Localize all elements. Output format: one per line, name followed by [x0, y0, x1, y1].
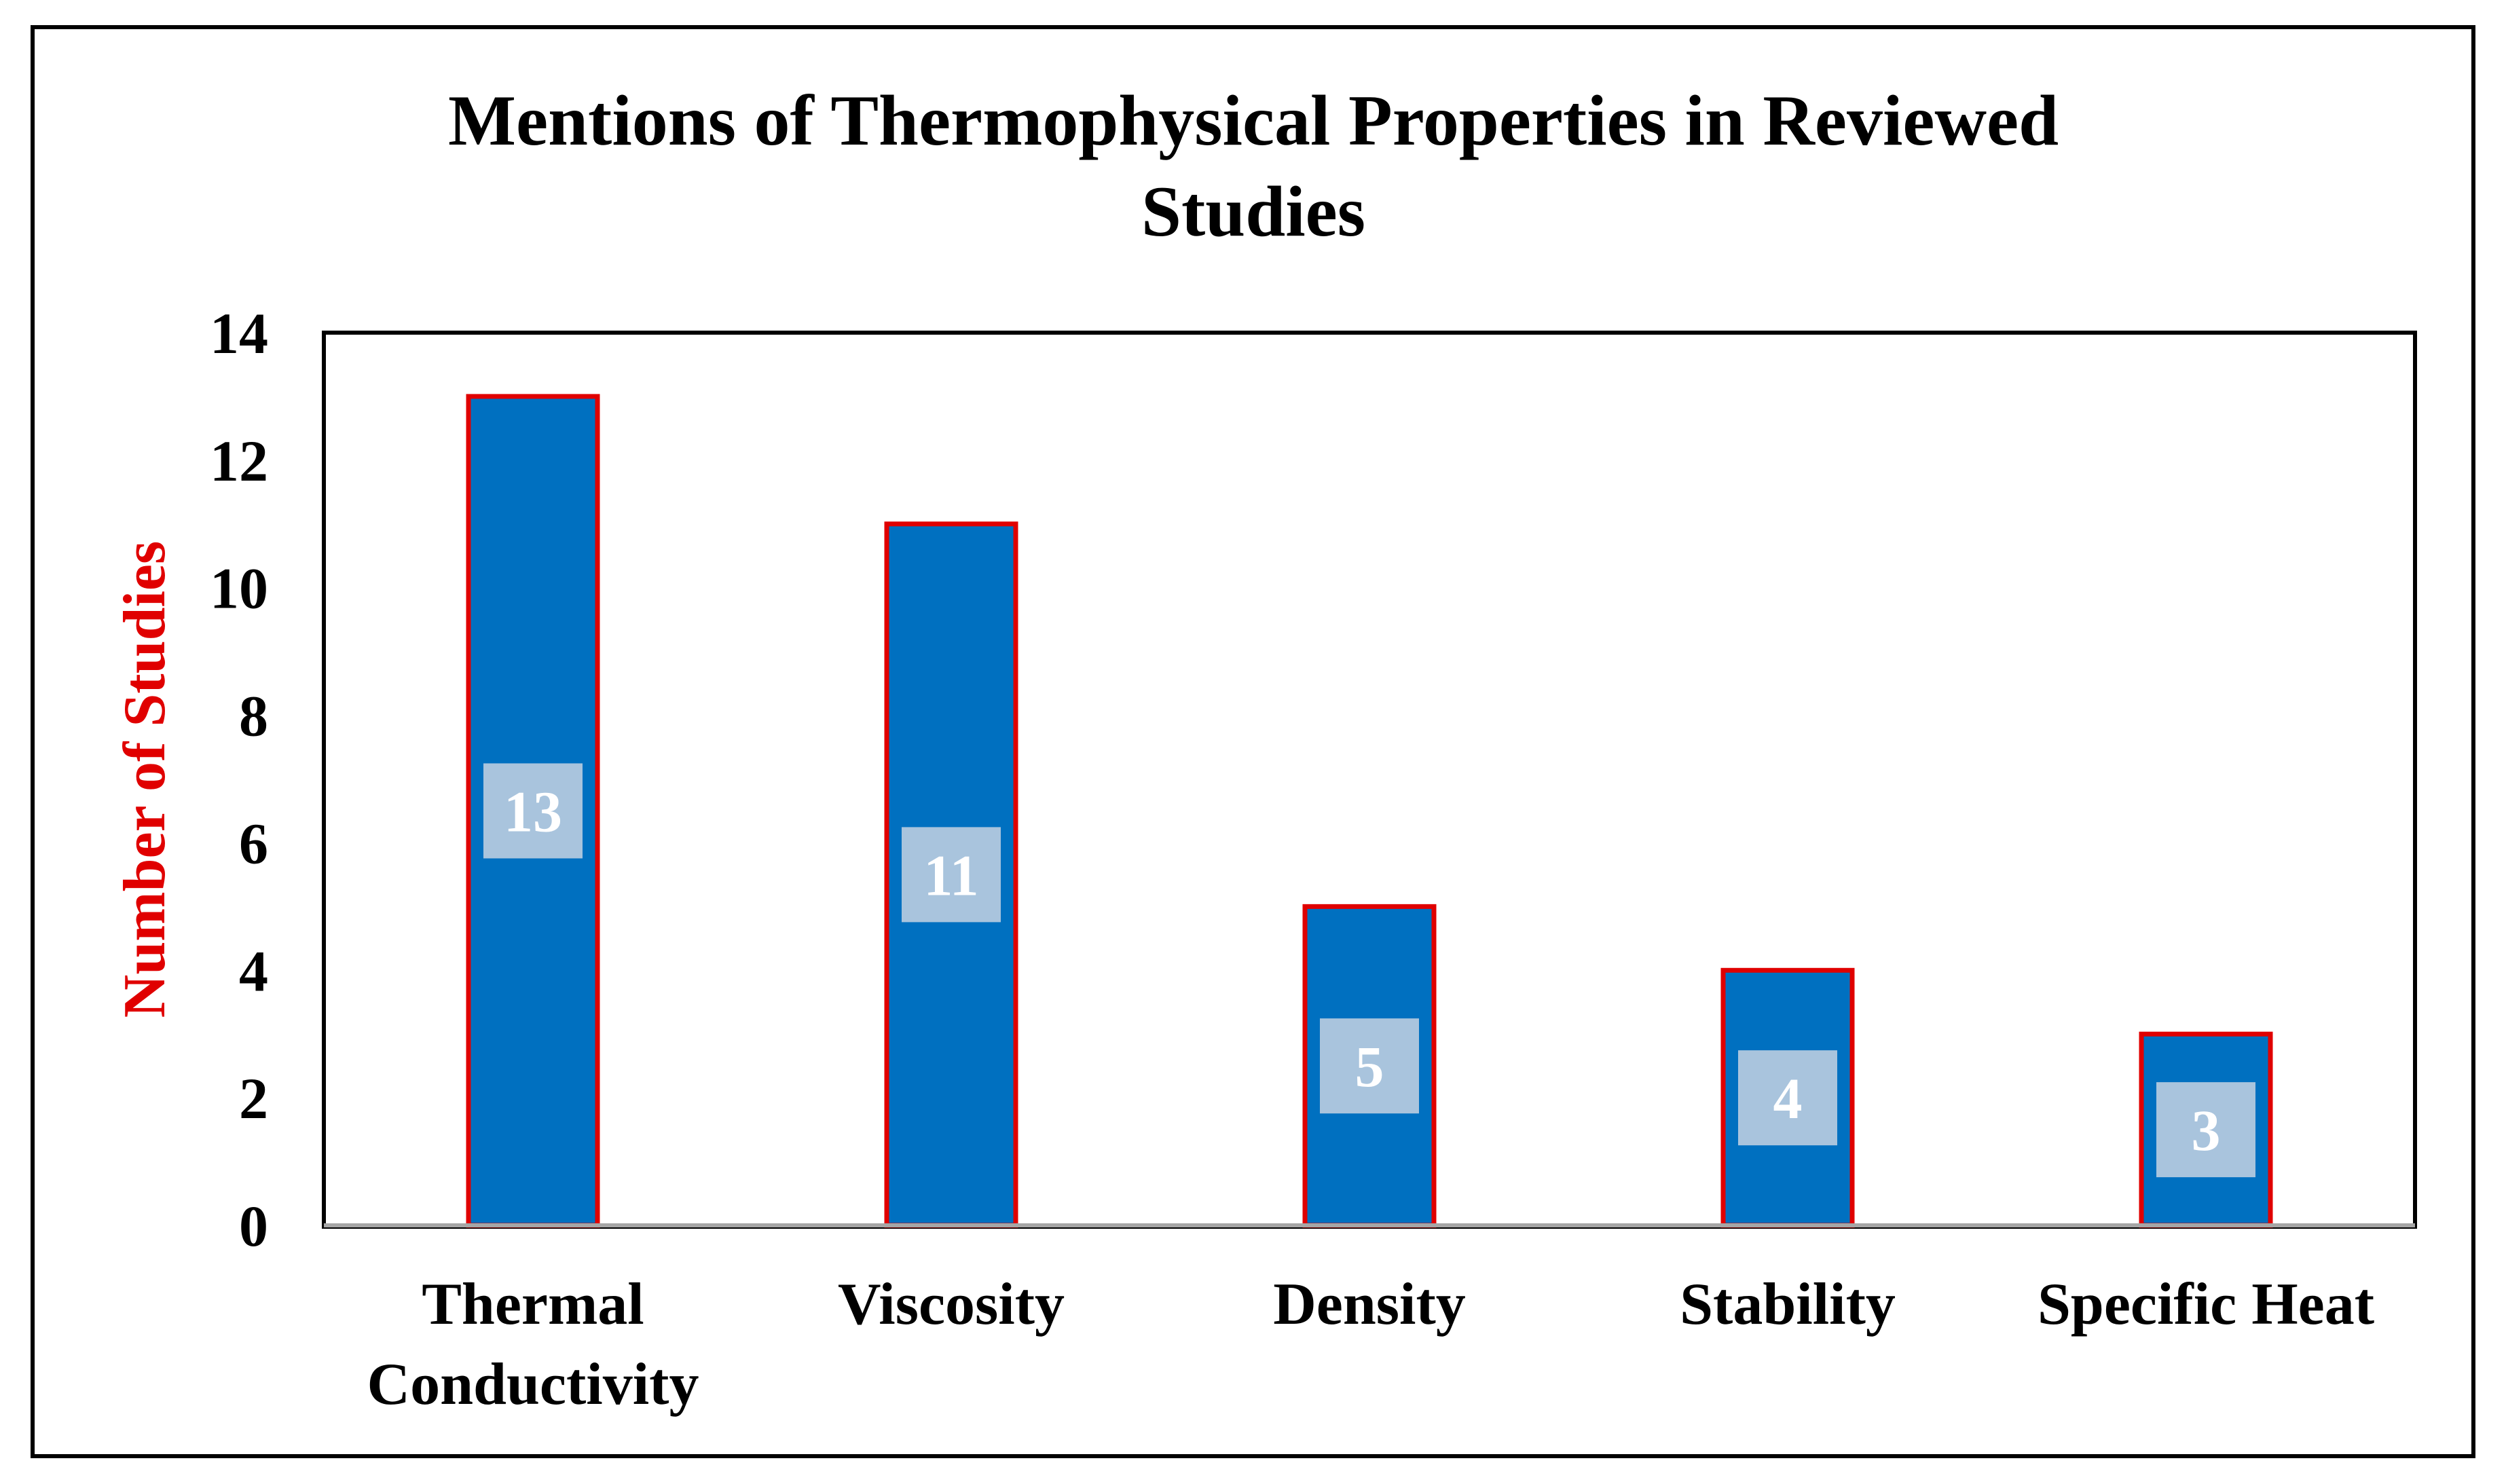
data-label-box: [483, 763, 583, 859]
y-tick-label: 8: [239, 684, 268, 749]
data-label-box: [2156, 1082, 2255, 1178]
data-label: 5: [1355, 1034, 1384, 1099]
y-tick-label: 0: [239, 1193, 268, 1259]
x-axis-category-labels: Thermal Conductivity Viscosity Density Stabi…: [367, 1272, 2375, 1417]
y-tick-label: 12: [210, 428, 268, 494]
data-label-box: [1320, 1018, 1419, 1114]
chart-title-line-1: Mentions of Thermophysical Properties in…: [448, 81, 2059, 160]
y-tick-label: 2: [239, 1066, 268, 1131]
category-label: Conductivity: [367, 1352, 699, 1417]
data-label-box: [1738, 1050, 1837, 1146]
bars: 13 11 5 4 3: [466, 394, 2273, 1228]
data-label: 4: [1773, 1066, 1803, 1131]
category-label: Viscosity: [838, 1272, 1065, 1337]
y-tick-label: 14: [210, 301, 268, 366]
category-label: Density: [1273, 1272, 1466, 1337]
y-tick-label: 10: [210, 556, 268, 621]
y-tick-label: 4: [239, 938, 268, 1003]
category-label: Thermal: [422, 1272, 644, 1337]
data-label: 13: [504, 779, 562, 844]
data-label: 11: [923, 842, 978, 908]
data-label: 3: [2192, 1098, 2221, 1163]
y-axis-label: Number of Studies: [112, 541, 178, 1018]
category-label: Specific Heat: [2038, 1272, 2374, 1337]
category-label: Stability: [1680, 1272, 1896, 1337]
y-axis-ticks: 0 2 4 6 8 10 12 14: [210, 301, 268, 1259]
data-label-box: [902, 827, 1001, 923]
chart-title-line-2: Studies: [1141, 172, 1365, 251]
y-tick-label: 6: [239, 811, 268, 876]
